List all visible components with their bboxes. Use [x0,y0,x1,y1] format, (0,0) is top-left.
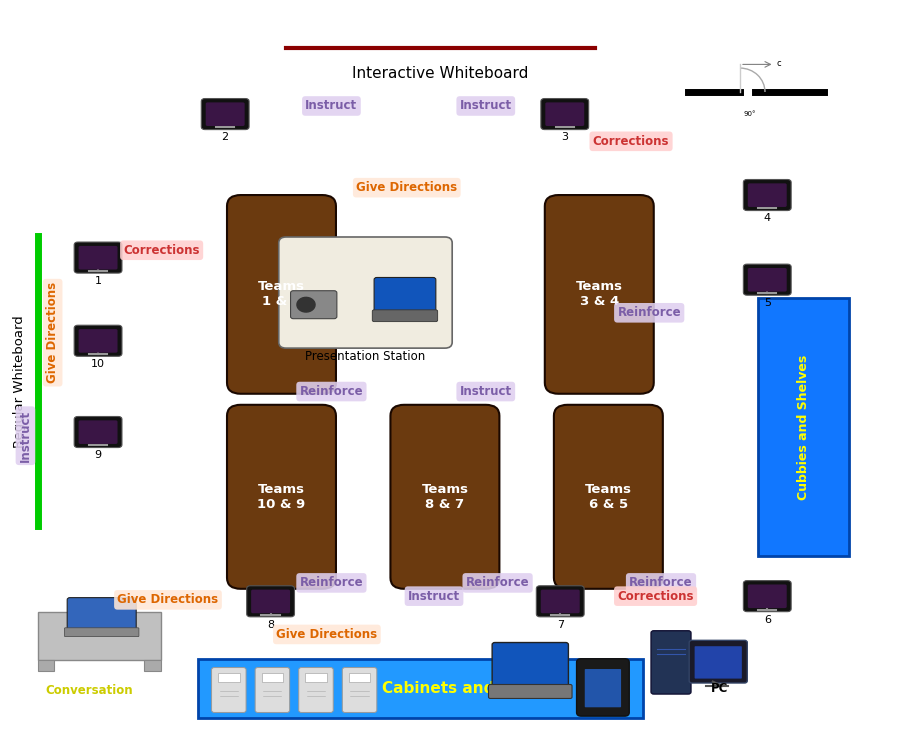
FancyBboxPatch shape [541,99,588,130]
FancyBboxPatch shape [342,668,377,712]
FancyBboxPatch shape [541,590,579,613]
FancyBboxPatch shape [546,102,584,126]
FancyBboxPatch shape [255,668,290,712]
Text: Teams
8 & 7: Teams 8 & 7 [421,483,469,511]
Text: Reinforce: Reinforce [466,576,529,590]
FancyBboxPatch shape [744,264,791,295]
FancyBboxPatch shape [144,660,161,671]
Text: Give Directions: Give Directions [276,628,378,641]
Text: Instruct: Instruct [408,590,460,603]
FancyBboxPatch shape [206,102,244,126]
FancyBboxPatch shape [79,246,117,269]
Text: 7: 7 [557,620,564,630]
Text: Corrections: Corrections [617,590,694,603]
FancyBboxPatch shape [79,420,117,444]
Text: Reinforce: Reinforce [629,576,693,590]
FancyBboxPatch shape [372,310,438,322]
FancyBboxPatch shape [299,668,333,712]
FancyBboxPatch shape [279,237,452,348]
Text: 10: 10 [91,359,105,369]
Text: Teams
10 & 9: Teams 10 & 9 [257,483,306,511]
Text: 6: 6 [764,615,771,625]
FancyBboxPatch shape [349,673,370,682]
Text: 2: 2 [222,132,229,143]
FancyBboxPatch shape [64,628,139,637]
FancyBboxPatch shape [758,298,849,556]
FancyBboxPatch shape [74,242,122,273]
Text: Teams
3 & 4: Teams 3 & 4 [576,280,623,308]
FancyBboxPatch shape [74,417,122,447]
Text: Presentation Station: Presentation Station [305,350,426,363]
Text: Instruct: Instruct [305,99,358,113]
Text: PC: PC [711,682,729,695]
Text: Corrections: Corrections [593,135,669,148]
Text: Instruct: Instruct [459,99,512,113]
Text: Cubbies and Shelves: Cubbies and Shelves [797,354,810,500]
FancyBboxPatch shape [202,99,249,130]
FancyBboxPatch shape [744,180,791,210]
Text: Give Directions: Give Directions [117,593,219,606]
FancyBboxPatch shape [218,673,240,682]
FancyBboxPatch shape [291,291,337,319]
FancyBboxPatch shape [38,660,54,671]
Text: 8: 8 [267,620,274,630]
FancyBboxPatch shape [537,586,584,617]
FancyBboxPatch shape [374,277,436,315]
Text: Cabinets and Shelves: Cabinets and Shelves [381,681,566,696]
FancyBboxPatch shape [67,598,136,633]
FancyBboxPatch shape [38,612,161,660]
Text: Give Directions: Give Directions [356,181,458,194]
Text: Give Directions: Give Directions [46,282,59,383]
FancyBboxPatch shape [79,329,117,353]
FancyBboxPatch shape [651,631,691,694]
FancyBboxPatch shape [262,673,283,682]
FancyBboxPatch shape [545,195,654,394]
FancyBboxPatch shape [198,659,643,718]
FancyBboxPatch shape [577,659,629,716]
FancyBboxPatch shape [74,325,122,356]
Text: 3: 3 [561,132,568,143]
FancyBboxPatch shape [748,584,786,608]
FancyBboxPatch shape [492,643,568,690]
Polygon shape [297,297,315,312]
FancyBboxPatch shape [748,183,786,207]
FancyBboxPatch shape [252,590,290,613]
Text: Corrections: Corrections [123,244,200,257]
FancyBboxPatch shape [212,668,246,712]
FancyBboxPatch shape [227,195,336,394]
FancyBboxPatch shape [390,405,499,589]
FancyBboxPatch shape [689,640,747,683]
FancyBboxPatch shape [305,673,327,682]
Text: Conversation: Conversation [45,684,133,697]
FancyBboxPatch shape [227,405,336,589]
Text: Instruct: Instruct [19,410,32,461]
Text: 1: 1 [94,276,102,286]
FancyBboxPatch shape [489,684,572,698]
Text: Reinforce: Reinforce [617,306,681,319]
Text: Reinforce: Reinforce [300,576,363,590]
Text: 4: 4 [764,213,771,224]
FancyBboxPatch shape [585,669,621,707]
FancyBboxPatch shape [695,646,742,679]
FancyBboxPatch shape [247,586,294,617]
Text: 90°: 90° [744,110,756,116]
Text: 5: 5 [764,298,771,308]
Text: Teams
6 & 5: Teams 6 & 5 [585,483,632,511]
Text: Regular Whiteboard: Regular Whiteboard [14,315,26,447]
Text: Reinforce: Reinforce [300,385,363,398]
Text: 9: 9 [94,450,102,461]
Text: Instruct: Instruct [459,385,512,398]
Text: Teams
1 & 2: Teams 1 & 2 [258,280,305,308]
FancyBboxPatch shape [744,581,791,612]
FancyBboxPatch shape [748,268,786,291]
Text: c: c [776,59,781,68]
Text: Interactive Whiteboard: Interactive Whiteboard [352,66,528,81]
FancyBboxPatch shape [554,405,663,589]
